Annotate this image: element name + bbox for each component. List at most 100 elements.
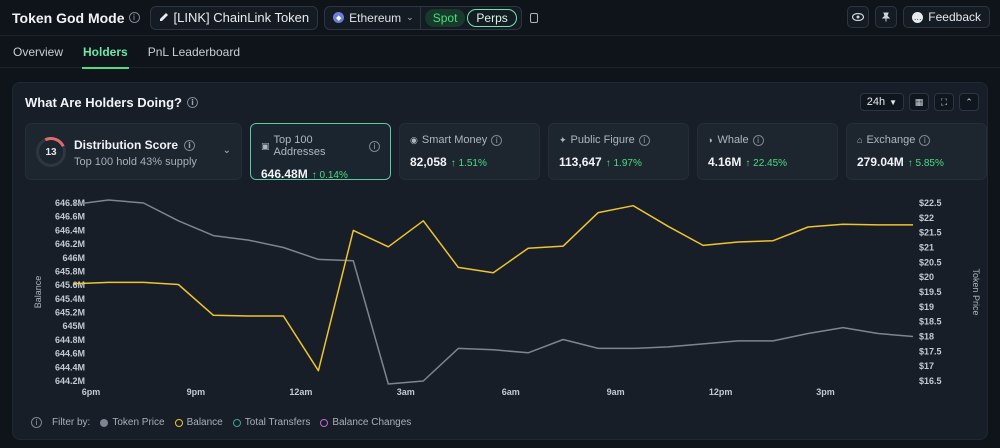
info-icon[interactable]: i	[128, 12, 140, 23]
legend-label: Balance	[186, 417, 223, 428]
perps-button[interactable]: Perps	[467, 8, 517, 27]
x-tick-label: 12am	[289, 387, 312, 397]
y-right-tick-label: $17.5	[919, 346, 942, 356]
copy-icon[interactable]	[529, 12, 538, 23]
metric-change: ↑ 1.97%	[605, 158, 642, 169]
tab-pnl-leaderboard[interactable]: PnL Leaderboard	[147, 45, 240, 59]
info-icon[interactable]: i	[638, 134, 650, 146]
y-right-tick-label: $21.5	[919, 228, 942, 238]
y-right-tick-label: $18.5	[919, 317, 942, 327]
pin-icon[interactable]	[875, 6, 898, 28]
x-tick-label: 6pm	[82, 387, 101, 397]
score-ring: 13	[36, 137, 66, 167]
legend-item-balance[interactable]: Balance	[174, 417, 223, 428]
y-right-tick-label: $19	[919, 302, 934, 312]
metric-row: 113,647 ↑ 1.97%	[559, 155, 678, 169]
legend-swatch	[232, 418, 241, 427]
top-right-actions: … Feedback	[847, 6, 990, 28]
legend-item-token-price[interactable]: Token Price	[100, 417, 165, 428]
y-left-tick-label: 645.4M	[55, 294, 85, 304]
token-selector[interactable]: [LINK] ChainLink Token	[149, 5, 319, 30]
distribution-title: Distribution Score i	[74, 138, 196, 152]
info-icon[interactable]: i	[919, 134, 931, 146]
distribution-subtitle: Top 100 hold 43% supply	[74, 156, 197, 168]
metric-label-text: Whale	[717, 134, 749, 146]
info-icon[interactable]: i	[752, 134, 764, 146]
metric-change: ↑ 1.51%	[450, 158, 487, 169]
panel-controls: 24h ▼ ▦ ⛶ ⌃	[859, 93, 979, 111]
info-icon[interactable]: i	[491, 134, 503, 146]
y-left-tick-label: 646.6M	[55, 212, 85, 222]
y-right-tick-label: $21	[919, 243, 934, 253]
y-right-axis-label: Token Price	[971, 268, 981, 315]
chart-legend: i Filter by: Token Price Balance Total T…	[31, 417, 411, 428]
info-icon[interactable]: i	[369, 140, 380, 152]
series-line-token-price	[73, 199, 914, 385]
panel-title-text: What Are Holders Doing?	[25, 95, 182, 110]
metric-label: ◗ Whale i	[708, 134, 827, 146]
y-left-tick-label: 646.4M	[55, 225, 85, 235]
metric-card-whale[interactable]: ◗ Whale i 4.16M ↑ 22.45%	[697, 123, 838, 180]
y-left-tick-label: 644.2M	[55, 376, 85, 386]
holders-chart: 646.8M 646.6M 646.4M 646.2M 646M 645.8M 645.6M…	[13, 193, 989, 413]
metric-row: 82,058 ↑ 1.51%	[410, 155, 529, 169]
chain-selector[interactable]: ◆ Ethereum ⌄	[333, 6, 421, 29]
info-icon[interactable]: i	[184, 139, 196, 151]
time-range-value: 24h	[866, 96, 886, 108]
chain-market-group: ◆ Ethereum ⌄ Spot Perps	[324, 5, 522, 30]
whale-icon: ◗	[708, 135, 714, 145]
x-tick-label: 12pm	[709, 387, 733, 397]
info-icon[interactable]: i	[186, 97, 198, 108]
distribution-score-card[interactable]: 13 Distribution Score i Top 100 hold 43%…	[25, 123, 242, 180]
metric-row: 646.48M ↑ 0.14%	[261, 167, 380, 181]
y-left-tick-label: 645.8M	[55, 266, 85, 276]
y-right-tick-label: $17	[919, 361, 934, 371]
eye-icon[interactable]	[847, 6, 870, 28]
y-left-tick-label: 644.6M	[55, 349, 85, 359]
y-right-tick-label: $19.5	[919, 287, 942, 297]
pencil-icon	[159, 10, 169, 25]
chevron-down-icon[interactable]: ⌄	[222, 145, 231, 156]
feedback-button[interactable]: … Feedback	[903, 6, 990, 28]
metric-card-exchange[interactable]: ⌂ Exchange i 279.04M ↑ 5.85%	[846, 123, 987, 180]
y-right-tick-label: $18	[919, 332, 934, 342]
y-left-tick-label: 645.6M	[55, 280, 85, 290]
x-tick-label: 6am	[502, 387, 520, 397]
metric-value: 4.16M	[708, 155, 742, 169]
legend-swatch	[174, 418, 183, 427]
wallet-icon: ▣	[261, 140, 270, 151]
app-title: Token God Mode	[12, 9, 125, 26]
legend-label: Total Transfers	[244, 417, 311, 428]
chevron-up-icon[interactable]: ⌃	[959, 93, 979, 111]
chat-icon: …	[912, 11, 924, 23]
caret-down-icon: ▼	[889, 97, 897, 107]
y-left-tick-label: 646.8M	[55, 198, 85, 208]
metric-card-top-100[interactable]: ▣ Top 100 Addresses i 646.48M ↑ 0.14%	[250, 123, 391, 181]
legend-item-balance-changes[interactable]: Balance Changes	[320, 417, 411, 428]
tab-bar: Overview Holders PnL Leaderboard	[0, 36, 1000, 69]
time-range-select[interactable]: 24h ▼	[859, 93, 904, 111]
y-left-axis-label: Balance	[33, 276, 43, 309]
y-left-tick-label: 646M	[62, 253, 85, 263]
metric-change: ↑ 5.85%	[907, 158, 944, 169]
expand-icon[interactable]: ⛶	[934, 93, 954, 111]
legend-swatch	[320, 418, 329, 427]
tab-holders[interactable]: Holders	[82, 36, 129, 69]
series-line-balance	[73, 204, 913, 372]
tab-overview[interactable]: Overview	[13, 45, 64, 59]
ethereum-icon: ◆	[333, 12, 345, 23]
legend-item-total-transfers[interactable]: Total Transfers	[232, 417, 311, 428]
y-left-tick-label: 646.2M	[55, 239, 85, 249]
metric-card-smart-money[interactable]: ◉ Smart Money i 82,058 ↑ 1.51%	[399, 123, 540, 180]
metric-card-public-figure[interactable]: ✦ Public Figure i 113,647 ↑ 1.97%	[548, 123, 689, 180]
calendar-icon[interactable]: ▦	[909, 93, 929, 111]
y-right-tick-label: $20	[919, 272, 934, 282]
metric-value: 279.04M	[857, 155, 904, 169]
metric-label-text: Exchange	[866, 134, 916, 146]
x-tick-label: 9pm	[187, 387, 206, 397]
holders-panel: What Are Holders Doing? i 24h ▼ ▦ ⛶ ⌃ 13…	[12, 82, 988, 440]
brain-icon: ◉	[410, 134, 418, 145]
metric-label: ⌂ Exchange i	[857, 134, 976, 146]
spot-button[interactable]: Spot	[424, 8, 466, 27]
y-right-tick-label: $16.5	[919, 376, 942, 386]
